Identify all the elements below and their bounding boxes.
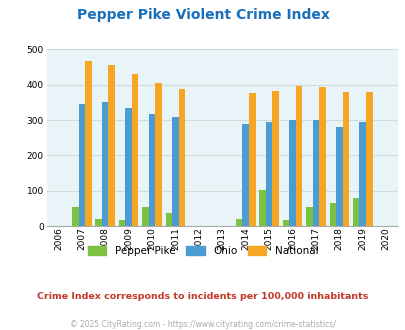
Bar	[342, 91, 348, 226]
Bar	[305, 207, 312, 226]
Bar	[312, 120, 318, 226]
Bar	[272, 91, 278, 226]
Legend: Pepper Pike, Ohio, National: Pepper Pike, Ohio, National	[83, 242, 322, 260]
Bar	[259, 190, 265, 226]
Bar	[265, 121, 272, 226]
Bar	[125, 109, 132, 226]
Bar	[172, 116, 178, 226]
Text: Crime Index corresponds to incidents per 100,000 inhabitants: Crime Index corresponds to incidents per…	[37, 292, 368, 301]
Bar	[85, 61, 92, 226]
Bar	[78, 104, 85, 226]
Bar	[165, 213, 172, 226]
Bar	[72, 207, 78, 226]
Bar	[132, 74, 138, 226]
Bar	[329, 203, 335, 226]
Bar	[318, 87, 325, 226]
Bar	[95, 219, 102, 226]
Bar	[248, 93, 255, 226]
Bar	[295, 86, 302, 226]
Bar	[242, 124, 248, 226]
Bar	[108, 65, 115, 226]
Bar	[235, 219, 242, 226]
Bar	[142, 207, 148, 226]
Bar	[102, 102, 108, 226]
Bar	[148, 115, 155, 226]
Bar	[155, 83, 162, 226]
Bar	[335, 127, 342, 226]
Bar	[365, 92, 372, 226]
Bar	[358, 122, 365, 226]
Bar	[282, 220, 288, 226]
Bar	[119, 220, 125, 226]
Bar	[288, 120, 295, 226]
Text: © 2025 CityRating.com - https://www.cityrating.com/crime-statistics/: © 2025 CityRating.com - https://www.city…	[70, 320, 335, 329]
Bar	[178, 89, 185, 226]
Bar	[352, 198, 358, 226]
Text: Pepper Pike Violent Crime Index: Pepper Pike Violent Crime Index	[77, 8, 328, 22]
